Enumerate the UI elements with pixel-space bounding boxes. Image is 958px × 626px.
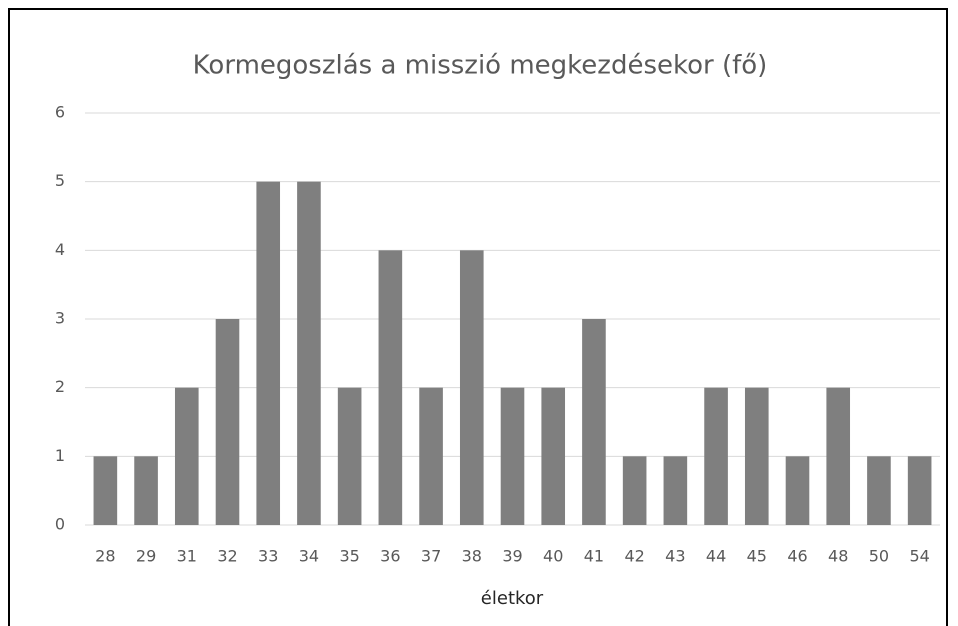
y-tick-label: 5: [55, 171, 65, 190]
bar: [134, 456, 158, 525]
x-tick-label: 28: [95, 547, 115, 566]
x-tick-label: 46: [787, 547, 807, 566]
bar: [541, 387, 566, 525]
bar: [867, 456, 891, 525]
y-tick-label: 4: [55, 240, 65, 259]
x-tick-label: 36: [380, 547, 400, 566]
bar: [907, 456, 932, 525]
bar: [744, 387, 769, 525]
bar: [297, 181, 321, 525]
x-tick-label: 38: [462, 547, 482, 566]
bar: [663, 456, 688, 525]
bar: [500, 387, 525, 525]
y-tick-label: 1: [55, 446, 65, 465]
x-tick-label: 37: [421, 547, 441, 566]
x-tick-label: 44: [706, 547, 726, 566]
bar: [378, 250, 403, 526]
x-tick-label: 32: [217, 547, 237, 566]
bar: [174, 387, 199, 525]
y-tick-label: 3: [55, 309, 65, 328]
x-tick-label: 42: [624, 547, 644, 566]
bar: [93, 456, 118, 525]
x-tick-label: 43: [665, 547, 685, 566]
bar: [622, 456, 647, 525]
y-tick-label: 2: [55, 377, 65, 396]
chart-title: Kormegoszlás a misszió megkezdésekor (fő…: [193, 51, 768, 81]
x-tick-label: 35: [339, 547, 359, 566]
x-tick-label: 34: [299, 547, 319, 566]
x-tick-label: 48: [828, 547, 848, 566]
bar: [785, 456, 810, 525]
x-tick-label: 40: [543, 547, 563, 566]
bar: [704, 387, 728, 525]
bar: [826, 387, 851, 525]
bar: [459, 250, 484, 526]
y-tick-label: 0: [55, 515, 65, 534]
x-tick-label: 31: [177, 547, 197, 566]
x-tick-label: 29: [136, 547, 156, 566]
x-tick-label: 54: [909, 547, 929, 566]
bar: [215, 319, 240, 525]
bar: [419, 387, 443, 525]
x-tick-label: 33: [258, 547, 278, 566]
x-tick-label: 45: [747, 547, 767, 566]
bar: [582, 319, 606, 525]
x-tick-label: 39: [502, 547, 522, 566]
x-axis-label: életkor: [481, 588, 544, 609]
y-tick-label: 6: [55, 103, 65, 122]
x-tick-label: 41: [584, 547, 604, 566]
bar: [337, 387, 362, 525]
x-tick-label: 50: [869, 547, 889, 566]
bar: [256, 181, 281, 525]
